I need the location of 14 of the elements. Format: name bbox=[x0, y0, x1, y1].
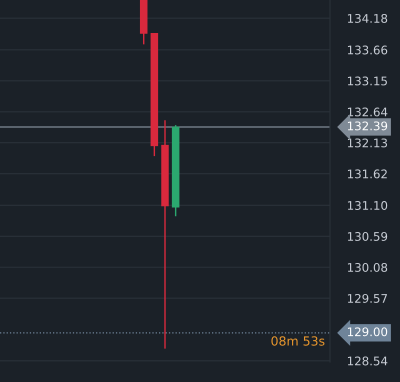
y-tick-label: 131.10 bbox=[348, 201, 388, 210]
y-tick-label: 130.08 bbox=[348, 262, 388, 272]
y-tick-label: 130.59 bbox=[348, 232, 388, 241]
y-tick-label: 134.18 bbox=[348, 14, 388, 23]
y-tick-label: 128.54 bbox=[348, 356, 388, 366]
y-tick-label: 132.13 bbox=[348, 138, 388, 148]
y-tick-label: 129.57 bbox=[348, 294, 387, 303]
ref-line-label: 129.00 bbox=[348, 327, 388, 336]
y-tick-label: 132.64 bbox=[348, 107, 388, 116]
y-tick-label: 131.62 bbox=[348, 169, 387, 178]
annotation: 08m 53s bbox=[271, 336, 324, 346]
y-tick-label: 133.15 bbox=[348, 76, 387, 86]
y-tick-label: 133.66 bbox=[348, 46, 388, 54]
ref-line-label: 132.39 bbox=[348, 121, 388, 130]
